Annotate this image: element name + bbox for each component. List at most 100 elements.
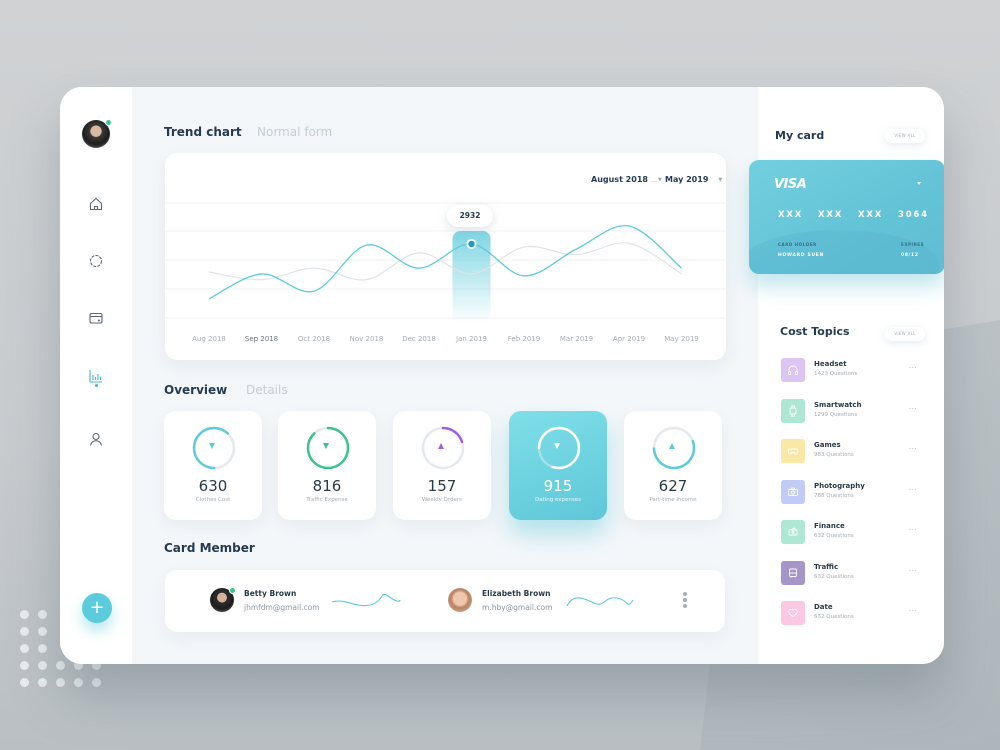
stat-value: 157 xyxy=(427,477,457,495)
nav-discover[interactable] xyxy=(88,253,104,269)
x-axis-label: Aug 2018 xyxy=(192,335,226,343)
smartwatch-icon xyxy=(789,405,797,416)
stat-card[interactable]: 157 Weekly Orders xyxy=(393,411,491,520)
member-avatar[interactable] xyxy=(210,587,236,612)
more-options-icon[interactable]: ··· xyxy=(909,445,918,453)
cost-topic-item[interactable]: Photography 788 Questions ··· xyxy=(781,479,931,506)
topic-icon-tile xyxy=(781,560,805,585)
topic-name: Games xyxy=(814,441,841,449)
bus-icon xyxy=(789,568,797,578)
user-avatar[interactable] xyxy=(82,119,112,148)
topic-name: Headset xyxy=(814,360,847,368)
member-name[interactable]: Betty Brown xyxy=(244,589,297,598)
add-button[interactable]: + xyxy=(82,593,112,623)
my-card-title: My card xyxy=(775,129,825,142)
more-options-icon[interactable]: ··· xyxy=(909,607,918,615)
card-decoration xyxy=(749,230,939,274)
cost-topic-item[interactable]: Games 983 Questions ··· xyxy=(781,439,931,465)
topic-name: Date xyxy=(814,603,833,611)
cost-topic-item[interactable]: Traffic 632 Questions ··· xyxy=(781,560,931,587)
sidebar: + xyxy=(60,87,132,664)
cost-topic-item[interactable]: Headset 1423 Questions ··· xyxy=(781,358,931,384)
nav-profile[interactable] xyxy=(88,431,104,447)
member-avatar[interactable] xyxy=(448,588,472,612)
credit-card[interactable]: VISA XXX XXX XXX 3064 CARD HOLDER HOWARD… xyxy=(749,160,944,274)
x-axis-label: Nov 2018 xyxy=(349,335,384,343)
gamepad-icon xyxy=(787,448,799,455)
progress-ring xyxy=(651,425,697,471)
expires-value: 08/12 xyxy=(901,253,919,258)
topic-icon-tile xyxy=(781,439,805,463)
trend-down-icon xyxy=(209,443,215,449)
decorative-dot xyxy=(20,627,29,636)
topic-icon-tile xyxy=(781,398,805,423)
trend-chart-card: August 2018 ▼ May 2019 ▼ 2932 Aug 2018 Sep … xyxy=(165,153,726,360)
decorative-dot xyxy=(38,661,47,670)
topic-count: 983 Questions xyxy=(814,452,854,458)
card-holder-label: CARD HOLDER xyxy=(778,242,817,247)
more-options-icon[interactable]: ··· xyxy=(909,404,918,413)
dashboard-window: + Trend chart Normal form August 2018 ▼ M… xyxy=(60,87,944,664)
decorative-dot xyxy=(20,610,29,619)
x-axis-label: Apr 2019 xyxy=(612,335,646,343)
online-status-dot xyxy=(105,119,112,126)
decorative-dot xyxy=(20,678,29,687)
nav-statistics[interactable] xyxy=(88,368,104,384)
progress-ring xyxy=(536,425,582,471)
topic-count: 788 Questions xyxy=(814,492,854,499)
trend-down-icon xyxy=(323,443,329,449)
member-name[interactable]: Elizabeth Brown xyxy=(482,589,551,598)
cost-topic-item[interactable]: Date 632 Questions ··· xyxy=(781,601,931,627)
trend-up-icon xyxy=(438,443,444,449)
headset-icon xyxy=(788,365,798,375)
money-icon xyxy=(788,527,798,536)
stat-value: 627 xyxy=(658,477,688,495)
nav-wallet[interactable] xyxy=(88,310,104,326)
more-options-icon[interactable]: ··· xyxy=(909,526,918,534)
member-sparkline xyxy=(331,593,401,607)
stat-label: Dating expenses xyxy=(534,497,582,503)
tab-normal-form[interactable]: Normal form xyxy=(257,125,333,139)
card-number-group: XXX xyxy=(858,210,884,220)
stat-card[interactable]: 627 Part-time Income xyxy=(624,411,722,520)
topic-count: 1423 Questions xyxy=(814,371,858,377)
tab-details[interactable]: Details xyxy=(246,383,288,397)
cost-topic-item[interactable]: Smartwatch 1299 Questions ··· xyxy=(781,398,931,425)
stat-value: 915 xyxy=(543,477,573,495)
tab-overview[interactable]: Overview xyxy=(164,383,228,397)
x-axis-label: Dec 2018 xyxy=(402,335,436,343)
more-options-icon[interactable]: ··· xyxy=(909,364,918,372)
cost-topics-view-all-button[interactable]: VIEW ALL xyxy=(885,327,925,341)
card-holder-name: HOWARD SUEN xyxy=(778,253,825,258)
more-options-button[interactable] xyxy=(683,592,687,610)
decorative-dot xyxy=(92,661,101,670)
series-line-secondary xyxy=(208,242,682,281)
visa-logo: VISA xyxy=(774,177,807,192)
member-email: m.hby@gmail.com xyxy=(482,603,553,612)
progress-ring xyxy=(420,425,466,471)
range-start-select[interactable]: August 2018 ▼ xyxy=(591,175,662,184)
stat-card[interactable]: 630 Clothes Cost xyxy=(164,411,262,520)
stat-card[interactable]: 816 Traffic Expense xyxy=(278,411,376,520)
chevron-down-icon[interactable] xyxy=(917,182,921,185)
topic-name: Smartwatch xyxy=(814,400,862,409)
nav-home[interactable] xyxy=(88,196,104,212)
stat-card[interactable]: 915 Dating expenses xyxy=(509,411,607,520)
x-axis-label: Mar 2019 xyxy=(559,335,594,343)
highlight-point[interactable] xyxy=(468,240,475,248)
more-options-icon[interactable]: ··· xyxy=(909,566,918,575)
decorative-dots xyxy=(20,610,120,695)
tab-trend-chart[interactable]: Trend chart xyxy=(164,125,242,139)
trend-up-icon xyxy=(669,443,675,449)
cost-topic-item[interactable]: Finance 632 Questions ··· xyxy=(781,520,931,546)
more-options-icon[interactable]: ··· xyxy=(909,485,918,494)
cost-topics-title: Cost Topics xyxy=(780,325,850,338)
decorative-dot xyxy=(38,678,47,687)
home-icon xyxy=(89,197,103,211)
decorative-dot xyxy=(20,644,29,653)
decorative-dot xyxy=(38,610,47,619)
my-card-view-all-button[interactable]: VIEW ALL xyxy=(885,129,925,143)
line-chart[interactable] xyxy=(165,153,726,360)
range-end-select[interactable]: May 2019 ▼ xyxy=(665,175,722,184)
x-axis-label: Jan 2019 xyxy=(456,335,487,343)
